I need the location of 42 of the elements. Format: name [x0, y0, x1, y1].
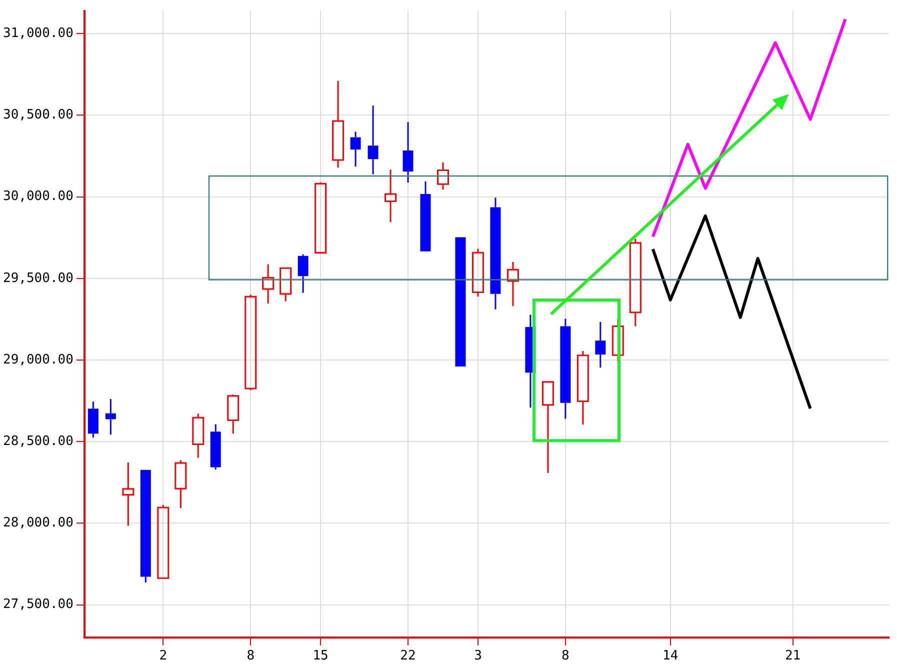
x-tick-label: 3	[474, 648, 482, 664]
y-tick-label: 28,500.00	[2, 434, 74, 449]
candlestick	[174, 459, 187, 509]
candlestick	[490, 196, 501, 310]
x-tick-label: 2	[159, 648, 168, 664]
candlestick	[350, 130, 361, 168]
y-tick-label: 29,500.00	[2, 270, 74, 286]
y-tick-label: 28,000.00	[2, 516, 74, 531]
candlestick	[140, 470, 151, 584]
candlestick	[542, 381, 554, 474]
y-tick-label: 29,000.00	[2, 352, 74, 368]
x-tick-label: 22	[400, 648, 416, 664]
y-tick-label: 30,000.00	[2, 189, 74, 204]
candlestick	[88, 400, 98, 438]
candlestick	[402, 121, 414, 184]
candlestick	[332, 80, 344, 168]
y-tick-label: 30,500.00	[2, 108, 74, 123]
candlestick	[436, 162, 449, 190]
candlestick	[368, 104, 378, 176]
candlestick	[612, 318, 624, 362]
candlestick	[595, 321, 606, 368]
x-tick-label: 8	[562, 648, 570, 664]
candlestick	[298, 254, 308, 294]
candlestick	[210, 424, 221, 470]
candlestick	[192, 412, 204, 458]
candlestick	[384, 168, 397, 223]
y-tick-label: 31,000.00	[2, 26, 74, 42]
candlestick	[280, 267, 292, 302]
candlestick	[122, 462, 134, 527]
candlestick	[227, 394, 240, 434]
candlestick	[560, 318, 571, 420]
x-tick-label: 15	[312, 648, 328, 664]
candlestick	[262, 263, 274, 304]
x-tick-label: 21	[784, 648, 801, 664]
y-tick-label: 27,500.00	[2, 597, 74, 612]
candlestick	[105, 398, 116, 436]
candlestick	[506, 261, 519, 307]
x-tick-label: 8	[246, 648, 255, 664]
x-tick-label: 14	[662, 648, 678, 664]
candlestick	[629, 238, 642, 327]
candlestick	[420, 180, 431, 252]
candlestick	[576, 350, 589, 426]
